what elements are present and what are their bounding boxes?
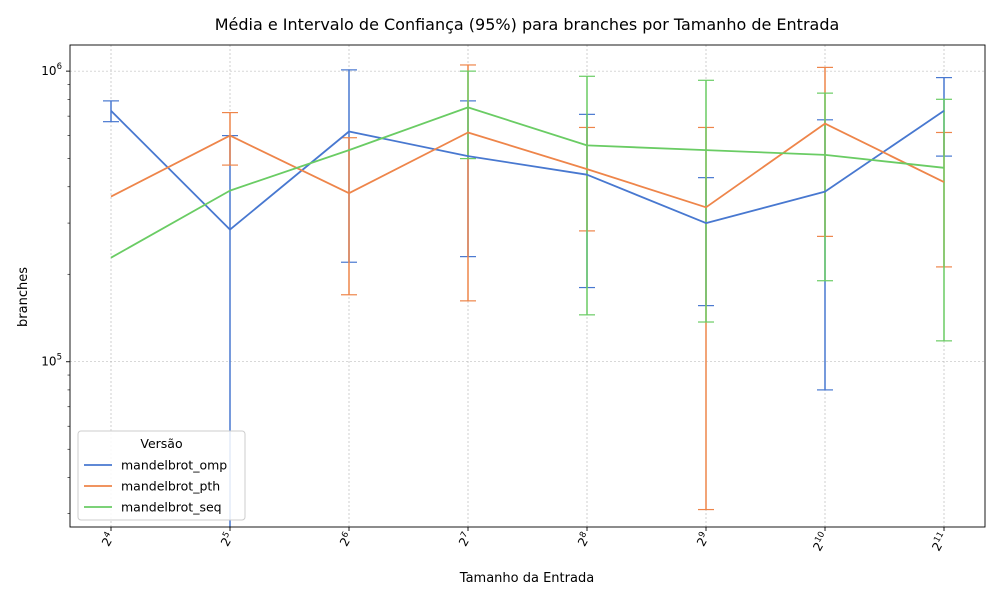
series-group: [103, 64, 952, 527]
line-mandelbrot_omp: [110, 110, 945, 231]
legend-label-mandelbrot_omp: mandelbrot_omp: [121, 458, 227, 473]
legend-title: Versão: [140, 436, 182, 451]
legend-label-mandelbrot_pth: mandelbrot_pth: [121, 479, 220, 494]
x-tick-label: 24: [98, 530, 118, 549]
y-tick-label: 105: [41, 353, 62, 369]
legend: Versão mandelbrot_omp mandelbrot_pthmandel…: [77, 430, 246, 521]
x-tick-label: 28: [574, 530, 594, 549]
x-tick-label: 210: [809, 530, 831, 553]
x-tick-label: 25: [217, 530, 237, 549]
y-axis-label: branches: [16, 267, 31, 327]
x-tick-label: 27: [455, 530, 475, 549]
line-mandelbrot_seq: [110, 106, 945, 259]
x-tick-label: 211: [928, 530, 950, 553]
legend-box: [77, 430, 246, 521]
plot-frame: [69, 44, 986, 528]
x-tick-label: 26: [336, 530, 356, 549]
y-tick-label: 106: [41, 62, 62, 78]
x-axis-label: Tamanho da Entrada: [459, 571, 594, 586]
series-mandelbrot_seq: [460, 70, 952, 342]
x-tick-label: 29: [693, 530, 713, 549]
plot-area: 24 25 26 27 28 29 210 211 105 106: [41, 44, 986, 553]
legend-label-mandelbrot_seq: mandelbrot_seq: [121, 500, 222, 515]
chart-title: Média e Intervalo de Confiança (95%) par…: [215, 15, 840, 34]
line-mandelbrot_pth: [110, 122, 945, 209]
